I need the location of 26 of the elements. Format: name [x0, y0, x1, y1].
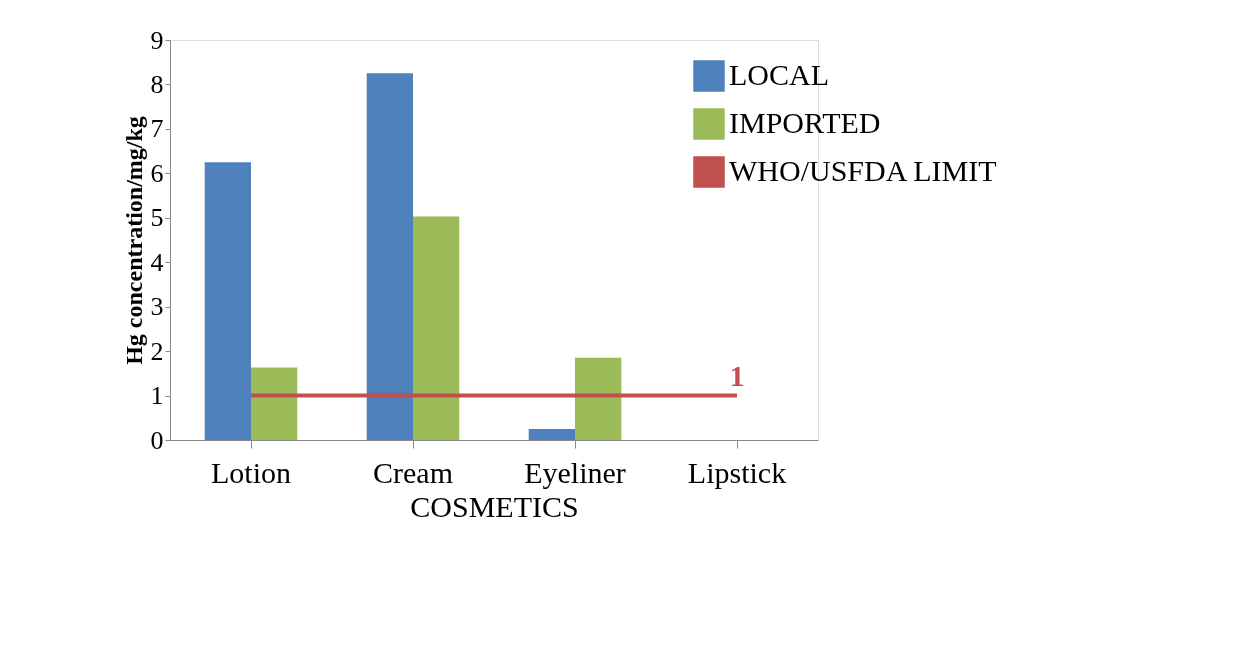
- x-tick-label: Lipstick: [687, 455, 787, 489]
- y-tick-label: 5: [150, 203, 164, 233]
- y-tick-label: 7: [150, 114, 164, 144]
- bar: [413, 216, 460, 440]
- x-tick-label: Lotion: [211, 455, 291, 489]
- legend-label: LOCAL: [729, 58, 829, 91]
- x-axis-title: COSMETICS: [410, 489, 579, 523]
- annotation: 1: [729, 358, 745, 392]
- x-tick-label: Eyeliner: [524, 455, 626, 489]
- legend-label: WHO/USFDA LIMIT: [729, 154, 997, 187]
- y-tick-label: 1: [150, 381, 164, 411]
- bar: [528, 428, 575, 440]
- y-tick-label: 3: [150, 292, 164, 322]
- y-tick-label: 8: [150, 69, 164, 99]
- x-tick-label: Cream: [373, 455, 453, 489]
- y-tick-label: 2: [150, 336, 164, 366]
- y-axis-title: Hg concentration/mg/kg: [120, 116, 147, 365]
- legend-label: IMPORTED: [729, 106, 881, 139]
- y-tick-label: 0: [150, 425, 164, 455]
- y-tick-label: 6: [150, 158, 164, 188]
- bar: [204, 162, 251, 440]
- bar: [366, 73, 413, 440]
- y-tick-label: 4: [150, 247, 164, 277]
- bar: [575, 357, 622, 440]
- bar: [251, 367, 298, 440]
- y-tick-label: 9: [150, 25, 164, 55]
